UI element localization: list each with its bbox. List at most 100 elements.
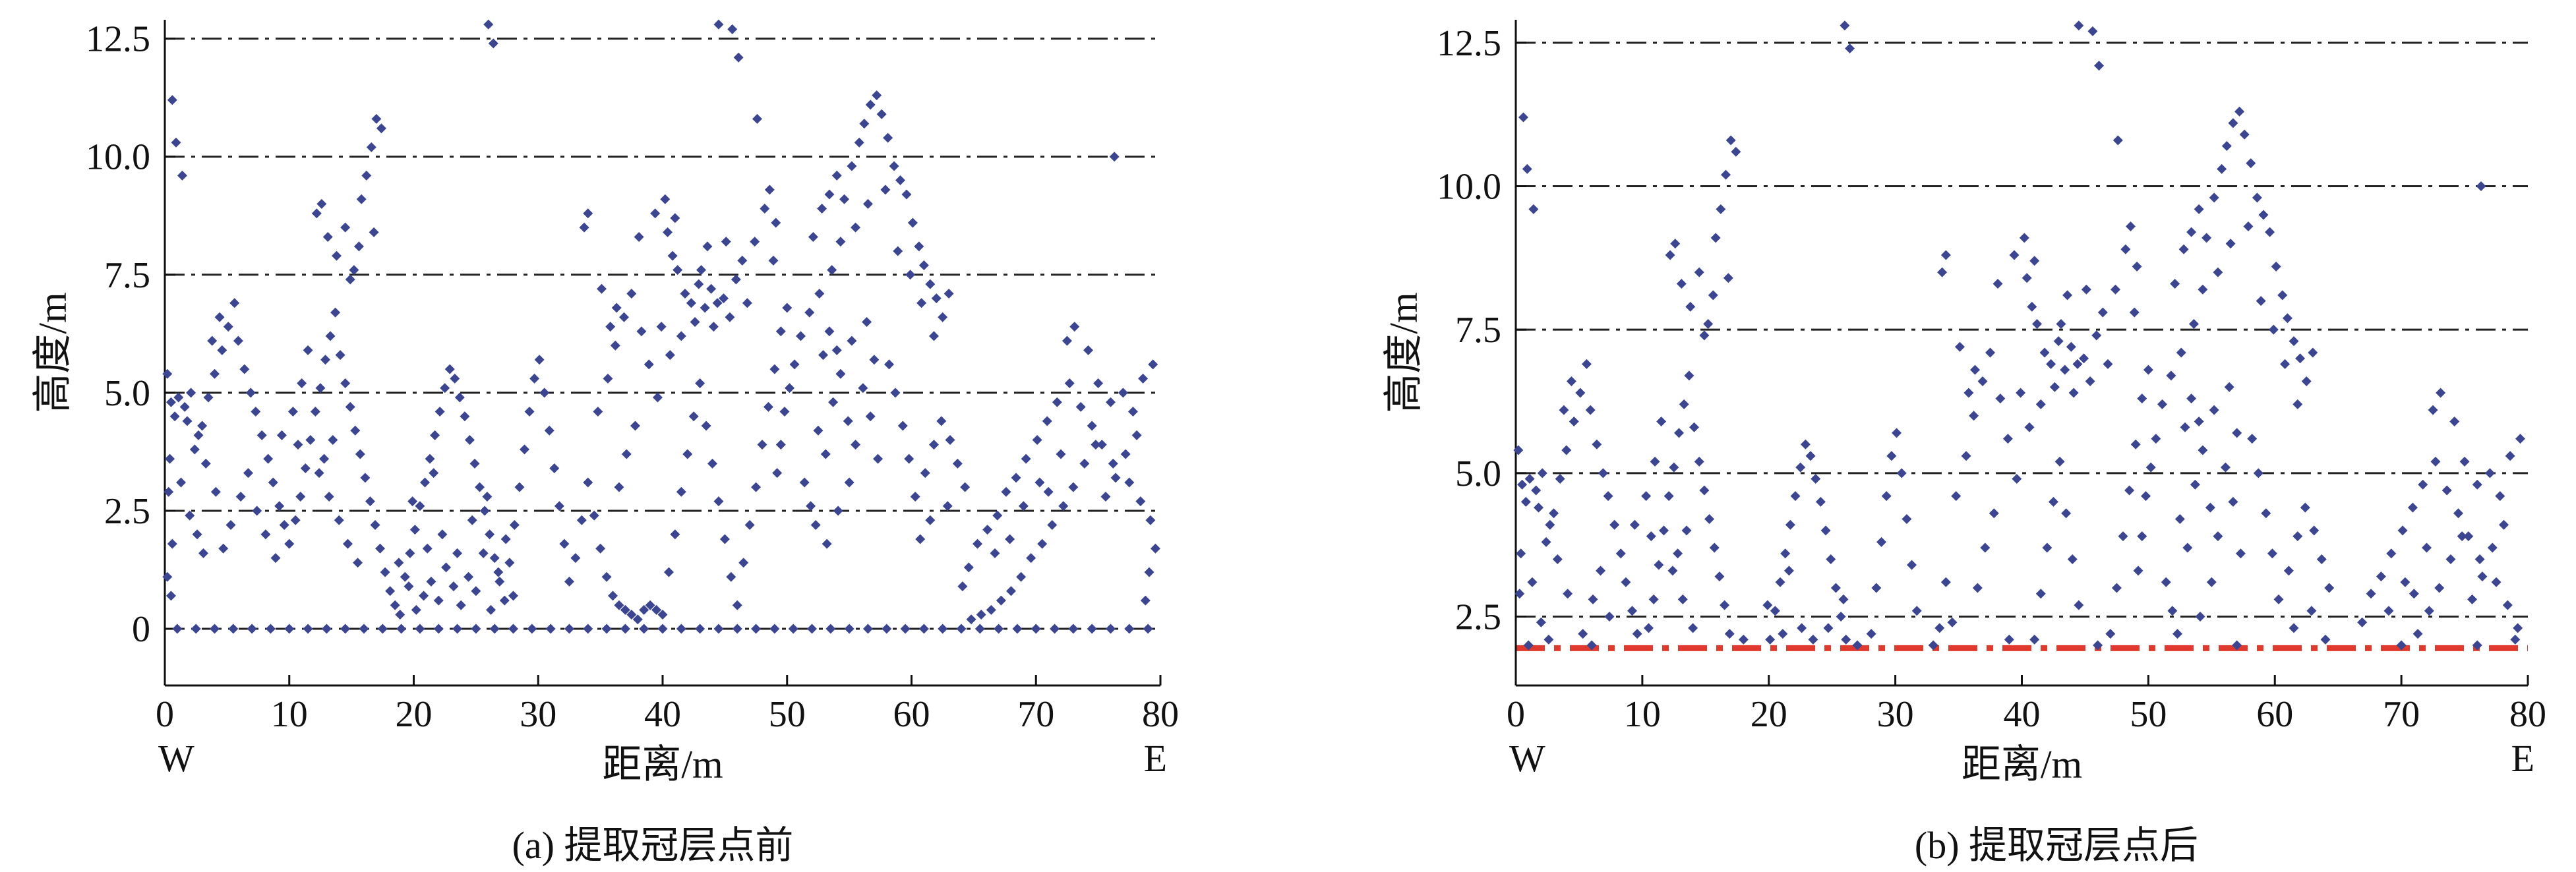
data-point [2445,554,2456,564]
data-point [1710,233,1721,243]
data-point [353,241,364,252]
x-tick-label: 50 [2130,694,2167,735]
data-point [673,265,683,276]
data-point [1969,411,1979,421]
data-point [804,307,815,318]
data-point [719,534,730,544]
data-point [1527,577,1538,587]
x-tick-label: 20 [1751,694,1787,735]
data-point [2277,290,2288,301]
data-point [2232,640,2242,651]
data-point [1100,491,1111,502]
data-point [444,364,455,374]
data-point [966,614,976,625]
data-point [1598,468,1608,479]
data-point [814,288,825,299]
data-point [305,435,316,446]
data-point [2225,239,2236,249]
data-point [1118,388,1128,398]
data-point [218,543,229,554]
data-point [191,624,201,634]
data-point [918,624,929,634]
data-point [1881,491,1892,502]
data-point [2182,542,2193,553]
x-tick-label: 50 [769,694,806,735]
data-point [731,274,741,285]
data-point [1970,364,1981,375]
data-point [2067,554,2078,564]
data-point [680,288,690,299]
data-point [200,458,211,469]
data-point [1047,519,1058,530]
data-point [239,364,250,374]
data-point [2436,388,2446,398]
data-point [1670,239,1681,249]
data-point [2194,416,2204,426]
data-point [361,170,372,181]
data-point [2178,244,2189,254]
data-point [605,322,616,332]
data-point [529,373,540,384]
data-point [769,364,780,374]
data-point [177,170,187,181]
data-point [938,312,948,322]
data-point [1699,330,1710,341]
data-point [164,486,174,497]
data-point [732,600,742,610]
data-point [1684,370,1694,381]
data-point [690,316,700,327]
data-point [992,510,1003,521]
data-point [320,355,330,365]
data-point [920,468,930,479]
data-point [2049,382,2060,392]
data-point [957,581,968,592]
data-point [1522,163,1532,174]
data-point [824,326,835,337]
data-point [844,477,854,488]
data-point [365,496,375,507]
data-point [2111,583,2122,593]
x-tick-label: 30 [520,694,556,735]
data-point [620,624,630,634]
data-point [918,260,929,270]
data-point [2054,456,2065,467]
data-point [395,610,405,620]
data-point [400,571,410,582]
data-point [1062,335,1072,346]
data-point [356,194,367,204]
data-point [297,378,307,389]
data-point [350,425,361,436]
data-point [1785,519,1795,530]
data-point [583,208,593,219]
data-point [335,350,345,361]
data-point [1093,378,1104,389]
data-point [847,161,857,171]
data-point [1145,515,1156,525]
data-point [862,198,873,209]
data-point [905,270,916,280]
data-point [1989,508,1999,519]
data-point [831,345,842,355]
data-point [2282,313,2292,324]
data-point [858,383,868,393]
data-point [1586,640,1597,651]
data-point [2428,405,2438,415]
data-point [450,373,460,384]
data-point [738,558,749,568]
data-point [514,482,525,492]
data-point [854,137,864,148]
data-point [620,604,630,615]
data-point [471,586,481,596]
data-point [471,624,481,634]
data-point [1836,612,1846,622]
data-point [597,283,607,294]
data-point [452,624,463,634]
data-point [890,388,901,398]
data-point [676,624,686,634]
data-point [707,458,717,469]
data-point [630,421,640,431]
data-point [670,529,680,540]
data-point [2386,548,2397,559]
data-point [768,255,779,266]
data-point [2273,594,2284,604]
